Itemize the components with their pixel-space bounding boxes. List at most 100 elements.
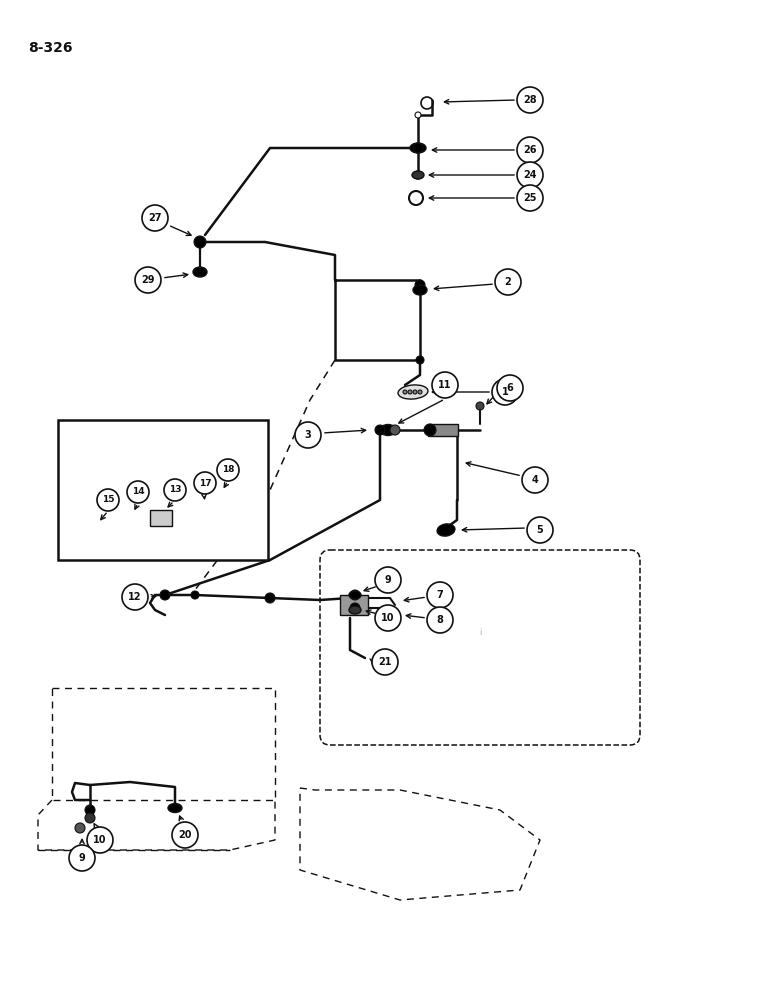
- Circle shape: [122, 584, 148, 610]
- Text: 28: 28: [523, 95, 537, 105]
- Circle shape: [69, 845, 95, 871]
- Text: 10: 10: [381, 613, 394, 623]
- Circle shape: [416, 356, 424, 364]
- Text: 20: 20: [178, 830, 191, 840]
- Ellipse shape: [349, 606, 361, 614]
- Text: 15: 15: [102, 495, 114, 504]
- Ellipse shape: [380, 424, 396, 436]
- Text: 27: 27: [148, 213, 162, 223]
- Circle shape: [413, 390, 417, 394]
- Circle shape: [214, 491, 222, 499]
- Ellipse shape: [437, 524, 455, 536]
- Circle shape: [295, 422, 321, 448]
- Ellipse shape: [193, 267, 207, 277]
- Circle shape: [413, 143, 423, 153]
- Text: 11: 11: [438, 380, 452, 390]
- Circle shape: [375, 567, 401, 593]
- Circle shape: [87, 827, 113, 853]
- Circle shape: [427, 582, 453, 608]
- Text: 8-326: 8-326: [28, 41, 73, 55]
- Circle shape: [424, 424, 436, 436]
- Text: 26: 26: [523, 145, 537, 155]
- Text: 1: 1: [502, 387, 509, 397]
- Ellipse shape: [218, 489, 225, 494]
- Bar: [428, 424, 458, 436]
- Text: 6: 6: [506, 383, 513, 393]
- Circle shape: [85, 805, 95, 815]
- Ellipse shape: [203, 500, 211, 506]
- Text: 18: 18: [222, 466, 234, 475]
- Text: 5: 5: [537, 525, 543, 535]
- Circle shape: [194, 236, 206, 248]
- Circle shape: [191, 591, 199, 599]
- Text: 25: 25: [523, 193, 537, 203]
- Text: 10: 10: [93, 835, 107, 845]
- Circle shape: [517, 137, 543, 163]
- Ellipse shape: [349, 591, 361, 599]
- Ellipse shape: [410, 143, 426, 153]
- Circle shape: [432, 372, 458, 398]
- Circle shape: [75, 823, 85, 833]
- Text: 8: 8: [436, 615, 443, 625]
- Text: 2: 2: [505, 277, 511, 287]
- Circle shape: [527, 517, 553, 543]
- Circle shape: [517, 87, 543, 113]
- Text: 4: 4: [532, 475, 538, 485]
- Circle shape: [375, 605, 401, 631]
- Circle shape: [372, 649, 398, 675]
- Circle shape: [408, 390, 412, 394]
- Circle shape: [403, 390, 407, 394]
- Circle shape: [522, 467, 548, 493]
- Circle shape: [135, 267, 161, 293]
- Circle shape: [142, 205, 168, 231]
- Text: 14: 14: [132, 488, 144, 496]
- Ellipse shape: [121, 509, 139, 527]
- Circle shape: [265, 593, 275, 603]
- Circle shape: [97, 489, 119, 511]
- Circle shape: [85, 813, 95, 823]
- Text: 29: 29: [141, 275, 154, 285]
- Circle shape: [517, 185, 543, 211]
- Text: 9: 9: [79, 853, 86, 863]
- Circle shape: [126, 510, 134, 518]
- Circle shape: [194, 472, 216, 494]
- Ellipse shape: [398, 385, 428, 399]
- Circle shape: [127, 481, 149, 503]
- Circle shape: [217, 459, 239, 481]
- Circle shape: [476, 402, 484, 410]
- Bar: [340, 595, 368, 615]
- Text: 13: 13: [169, 486, 181, 494]
- Text: i: i: [479, 628, 481, 637]
- Circle shape: [172, 822, 198, 848]
- Text: 24: 24: [523, 170, 537, 180]
- Circle shape: [197, 501, 207, 511]
- Circle shape: [93, 515, 103, 525]
- Circle shape: [164, 479, 186, 501]
- Circle shape: [350, 590, 360, 600]
- Circle shape: [375, 425, 385, 435]
- Circle shape: [415, 280, 425, 290]
- Ellipse shape: [412, 171, 424, 179]
- Text: 12: 12: [128, 592, 142, 602]
- Circle shape: [427, 607, 453, 633]
- Circle shape: [517, 162, 543, 188]
- Circle shape: [160, 590, 170, 600]
- Circle shape: [414, 171, 422, 179]
- Text: 7: 7: [437, 590, 443, 600]
- Circle shape: [418, 390, 422, 394]
- Circle shape: [390, 425, 400, 435]
- Circle shape: [492, 379, 518, 405]
- Text: 21: 21: [378, 657, 391, 667]
- Circle shape: [495, 269, 521, 295]
- Circle shape: [350, 603, 360, 613]
- Ellipse shape: [81, 532, 90, 540]
- Ellipse shape: [168, 804, 182, 812]
- Text: 3: 3: [305, 430, 311, 440]
- Ellipse shape: [413, 285, 427, 295]
- Polygon shape: [150, 510, 172, 526]
- Text: 17: 17: [198, 479, 212, 488]
- Text: 9: 9: [384, 575, 391, 585]
- Bar: [58, 420, 268, 560]
- Circle shape: [497, 375, 523, 401]
- Circle shape: [415, 112, 421, 118]
